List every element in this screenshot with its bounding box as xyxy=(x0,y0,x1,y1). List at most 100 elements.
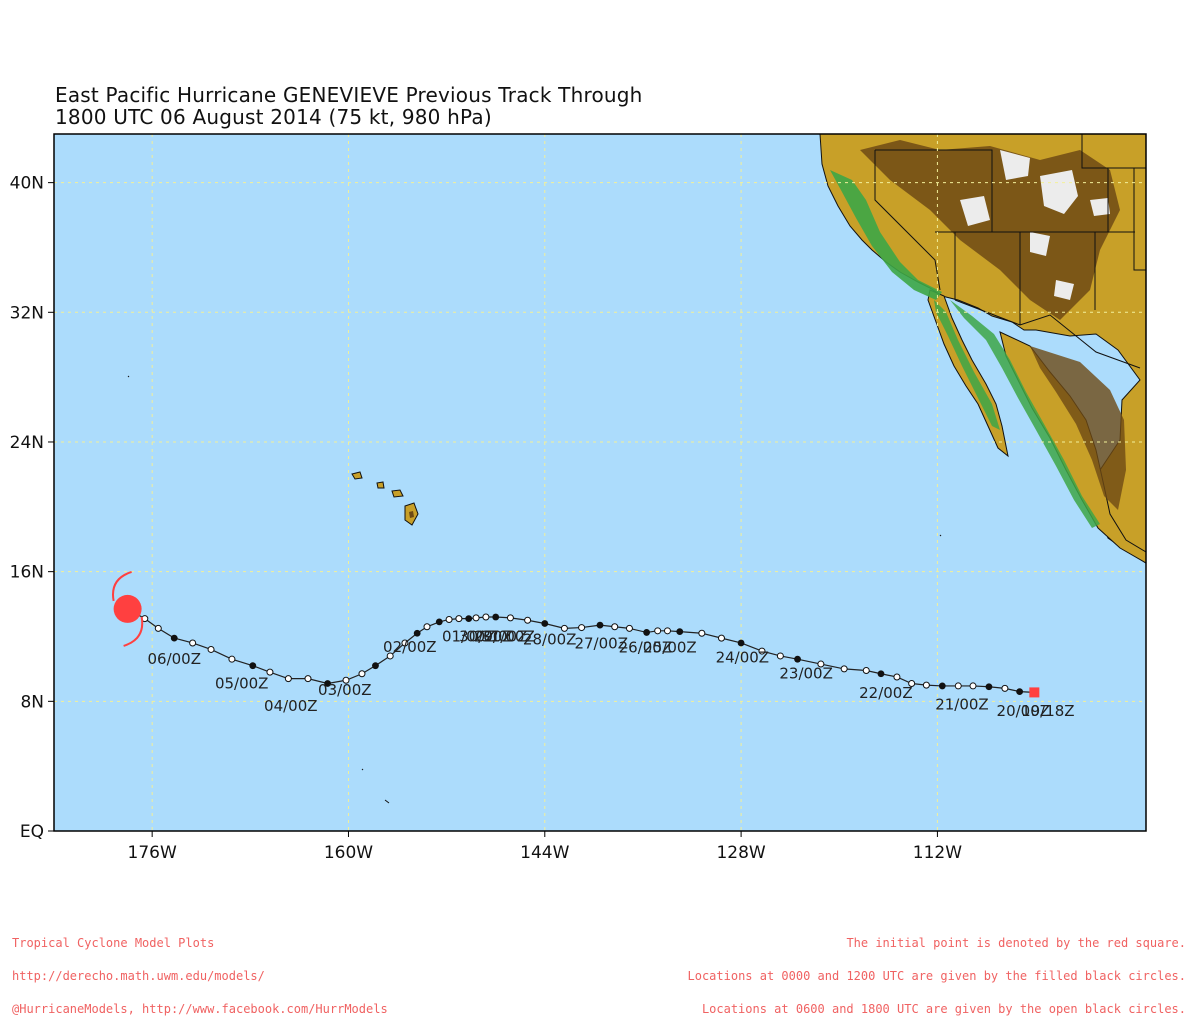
hurricane-symbol-icon xyxy=(112,570,144,647)
track-point-intermediate xyxy=(386,652,394,660)
hawaiian-islands xyxy=(351,471,419,526)
track-point-synoptic xyxy=(249,662,257,670)
track-point-intermediate xyxy=(758,647,766,655)
axes: 176W 160W 144W 128W 112W 40N 32N 24N 16N 8N EQ xyxy=(10,174,963,863)
track-time-label: 03/00Z xyxy=(318,681,372,699)
y-tick-label: 16N xyxy=(10,563,44,583)
track-time-label: 02/00Z xyxy=(383,638,437,656)
y-tick-label: 32N xyxy=(10,303,44,323)
track-time-label: 26/00Z xyxy=(619,639,673,657)
footer-credits: Tropical Cyclone Model Plots http://dere… xyxy=(12,916,388,1026)
high-elevation-patches xyxy=(960,150,1110,300)
coastal-lowland xyxy=(830,170,942,300)
plot-frame xyxy=(53,133,1147,832)
track-point-synoptic xyxy=(877,670,885,678)
x-tick-label: 128W xyxy=(716,843,765,863)
footer-credit-line-1: Tropical Cyclone Model Plots xyxy=(12,936,215,950)
track-point-synoptic xyxy=(1016,688,1024,695)
track-point-intermediate xyxy=(358,670,366,678)
track-time-label: 04/00Z xyxy=(264,697,318,715)
track-point-intermediate xyxy=(189,639,197,647)
hawaii-volcano xyxy=(409,511,414,518)
track-time-label: 29/00Z xyxy=(474,627,528,645)
track-point-synoptic xyxy=(413,629,421,637)
track-time-label: 31/00Z xyxy=(481,627,535,645)
track-time-label: 22/00Z xyxy=(859,684,913,702)
track-point-synoptic xyxy=(435,618,443,626)
track-point-intermediate xyxy=(969,682,977,690)
track-point-synoptic xyxy=(985,683,993,691)
initial-point-marker xyxy=(1029,687,1040,698)
x-tick-label: 176W xyxy=(128,843,177,863)
x-tick-label: 160W xyxy=(324,843,373,863)
track-point-intermediate xyxy=(817,660,825,668)
track-point-intermediate xyxy=(625,624,633,632)
track-point-synoptic xyxy=(737,639,745,647)
footer-note-line-2: Locations at 0000 and 1200 UTC are given… xyxy=(687,969,1187,983)
track-point-intermediate xyxy=(266,668,274,676)
x-tick-label: 144W xyxy=(520,843,569,863)
track-point-intermediate xyxy=(506,614,514,622)
footer-credit-line-2: http://derecho.math.uwm.edu/models/ xyxy=(12,969,265,983)
track-line xyxy=(127,608,1035,694)
track-point-synoptic xyxy=(541,620,549,627)
y-tick-label: 40N xyxy=(10,174,44,194)
map-title-line-1: East Pacific Hurricane GENEVIEVE Previou… xyxy=(55,83,643,107)
track-point-intermediate xyxy=(154,624,162,632)
footer-note-line-3: Locations at 0600 and 1800 UTC are given… xyxy=(701,1002,1186,1016)
track-point-synoptic xyxy=(492,613,500,621)
land-layer xyxy=(127,134,1146,804)
track-point-synoptic xyxy=(170,634,178,642)
storm-track xyxy=(112,570,1040,698)
track-point-intermediate xyxy=(207,645,215,653)
track-point-intermediate xyxy=(663,627,671,635)
track-point-intermediate xyxy=(862,667,870,675)
track-point-intermediate xyxy=(954,682,962,690)
track-point-intermediate xyxy=(560,624,568,632)
track-time-label: 25/00Z xyxy=(643,639,697,657)
map-title-line-2: 1800 UTC 06 August 2014 (75 kt, 980 hPa) xyxy=(55,105,492,129)
track-point-synoptic xyxy=(465,615,473,623)
mexican-plateau xyxy=(1030,346,1126,510)
track-point-intermediate xyxy=(401,639,409,647)
track-point-synoptic xyxy=(324,680,332,687)
track-point-intermediate xyxy=(228,655,236,663)
track-time-label: 24/00Z xyxy=(716,648,770,666)
small-islands xyxy=(127,375,942,804)
gulf-lowland xyxy=(950,300,1100,528)
track-point-intermediate xyxy=(342,676,350,684)
track-point-intermediate xyxy=(698,629,706,637)
map-title: East Pacific Hurricane GENEVIEVE Previou… xyxy=(55,84,643,128)
track-point-intermediate xyxy=(776,652,784,660)
baja-lowland xyxy=(934,300,1000,430)
track-time-label: 27/00Z xyxy=(574,635,628,653)
track-time-label: 23/00Z xyxy=(779,665,833,683)
track-point-intermediate xyxy=(423,623,431,631)
track-point-intermediate xyxy=(654,627,662,635)
track-point-synoptic xyxy=(938,682,946,690)
track-time-label: 21/00Z xyxy=(935,695,989,713)
graticule xyxy=(54,134,1146,831)
y-tick-label: EQ xyxy=(20,822,44,842)
footer-legend-notes: The initial point is denoted by the red … xyxy=(688,916,1187,1026)
track-point-intermediate xyxy=(524,616,532,624)
y-tick-label: 24N xyxy=(10,433,44,453)
political-borders xyxy=(874,134,1146,369)
x-tick-label: 112W xyxy=(913,843,962,863)
footer-credit-line-3: @HurricaneModels, http://www.facebook.co… xyxy=(12,1002,388,1016)
track-point-synoptic xyxy=(643,629,651,636)
track-point-intermediate xyxy=(482,613,490,621)
track-point-intermediate xyxy=(717,634,725,642)
track-time-label: 01/00Z xyxy=(442,627,496,645)
track-point-intermediate xyxy=(284,675,292,683)
track-point-intermediate xyxy=(908,679,916,687)
track-point-intermediate xyxy=(1001,684,1009,692)
track-point-synoptic xyxy=(596,621,604,629)
track-point-synoptic xyxy=(794,655,801,663)
track-time-label: 06/00Z xyxy=(147,650,201,668)
track-point-intermediate xyxy=(840,665,848,673)
track-point-intermediate xyxy=(922,681,930,689)
track-point-intermediate xyxy=(893,673,901,681)
